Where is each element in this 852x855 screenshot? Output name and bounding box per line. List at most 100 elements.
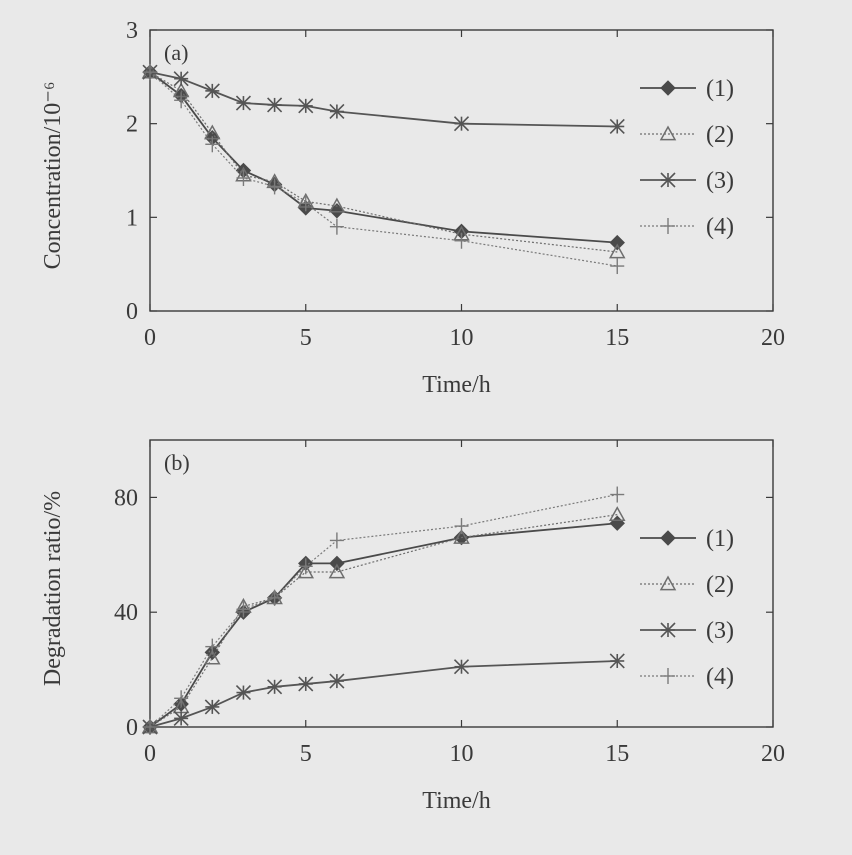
data-point xyxy=(204,649,221,665)
x-tick-label: 20 xyxy=(761,741,785,767)
series-3 xyxy=(142,653,625,735)
series-line xyxy=(149,514,618,728)
y-tick-label: 0 xyxy=(126,299,138,325)
legend-label: (4) xyxy=(706,664,734,690)
data-point xyxy=(454,232,469,249)
data-point xyxy=(609,118,625,135)
series-line xyxy=(149,71,618,253)
series-4 xyxy=(143,64,625,275)
x-tick-label: 15 xyxy=(605,741,629,767)
y-axis-label: Concentration/10⁻⁶ xyxy=(40,82,66,270)
legend-label: (4) xyxy=(706,214,734,240)
x-tick-label: 5 xyxy=(300,325,312,351)
legend-entry: (1) xyxy=(640,76,734,102)
legend-marker xyxy=(660,530,676,546)
data-point xyxy=(453,659,470,675)
data-point xyxy=(298,195,313,212)
legend-label: (1) xyxy=(706,76,734,102)
y-axis-label: Degradation ratio/% xyxy=(40,491,66,686)
series-line xyxy=(149,660,618,728)
series-line xyxy=(149,71,618,128)
series-4 xyxy=(143,486,625,735)
x-tick-label: 10 xyxy=(450,741,474,767)
x-tick-label: 20 xyxy=(761,325,785,351)
x-axis-label: Time/h xyxy=(422,372,490,398)
data-point xyxy=(298,558,313,575)
legend-marker xyxy=(661,668,675,684)
series-2 xyxy=(141,506,626,734)
chart-panel-b: 0 5 10 15 20 0 40 80 Time/h Degradation ratio/% (b… xyxy=(40,439,785,814)
data-point xyxy=(236,169,251,186)
data-point xyxy=(298,676,314,692)
x-tick-label: 5 xyxy=(300,741,312,767)
data-point xyxy=(297,563,315,579)
data-point xyxy=(267,589,282,606)
data-point xyxy=(610,258,625,275)
legend-entry: (4) xyxy=(640,664,734,690)
legend-marker xyxy=(660,622,676,638)
legend-entry: (2) xyxy=(640,572,734,598)
data-point xyxy=(267,679,283,695)
data-point xyxy=(267,178,282,195)
y-tick-label: 40 xyxy=(114,600,138,626)
chart-panel-a: 0 5 10 15 20 0 1 2 3 Time/h Concentration/10⁻⁶ (a) (… xyxy=(40,18,785,398)
x-axis-label: Time/h xyxy=(422,788,490,814)
legend-entry: (2) xyxy=(640,122,734,148)
data-point xyxy=(608,506,626,521)
data-point xyxy=(205,638,220,655)
data-point xyxy=(329,532,344,549)
data-point xyxy=(608,243,626,259)
data-point xyxy=(453,529,470,544)
legend-label: (2) xyxy=(706,572,734,598)
data-point xyxy=(328,197,346,213)
data-point xyxy=(329,103,345,120)
data-point xyxy=(204,699,220,715)
data-point xyxy=(174,92,189,109)
series-3 xyxy=(142,64,625,135)
data-point xyxy=(609,234,625,251)
data-point xyxy=(204,83,220,99)
data-point xyxy=(298,98,314,114)
x-tick-label: 10 xyxy=(450,325,474,351)
y-tick-label: 3 xyxy=(126,18,138,44)
panel-label: (b) xyxy=(164,450,190,475)
legend-entry: (1) xyxy=(640,526,734,552)
legend-label: (3) xyxy=(706,618,734,644)
legend-entry: (3) xyxy=(640,168,734,194)
data-point xyxy=(329,673,345,689)
data-point xyxy=(143,64,157,81)
y-tick-label: 80 xyxy=(114,485,138,511)
legend-entry: (3) xyxy=(640,618,734,644)
legend-marker xyxy=(659,125,677,141)
data-point xyxy=(174,690,189,707)
legend-marker xyxy=(661,218,675,234)
data-point xyxy=(235,95,252,111)
data-point xyxy=(329,218,344,235)
data-point xyxy=(143,719,157,735)
data-point xyxy=(236,601,251,618)
data-point xyxy=(235,684,252,701)
legend-marker xyxy=(660,172,676,188)
legend-marker xyxy=(660,80,676,96)
legend-label: (1) xyxy=(706,526,734,552)
legend-label: (3) xyxy=(706,168,734,194)
plot-frame xyxy=(149,439,774,728)
data-point xyxy=(609,653,625,669)
data-point xyxy=(329,555,345,572)
series-line xyxy=(149,71,618,267)
series-line xyxy=(149,522,618,728)
y-tick-label: 1 xyxy=(126,205,138,231)
data-point xyxy=(609,515,625,531)
series-1 xyxy=(142,515,625,735)
data-point xyxy=(454,518,469,535)
y-tick-label: 2 xyxy=(126,112,138,138)
data-point xyxy=(173,71,189,87)
data-point xyxy=(328,563,346,579)
data-point xyxy=(205,136,220,153)
x-tick-label: 0 xyxy=(144,325,156,351)
y-tick-label: 0 xyxy=(126,715,138,741)
legend-label: (2) xyxy=(706,122,734,148)
data-point xyxy=(173,710,189,726)
